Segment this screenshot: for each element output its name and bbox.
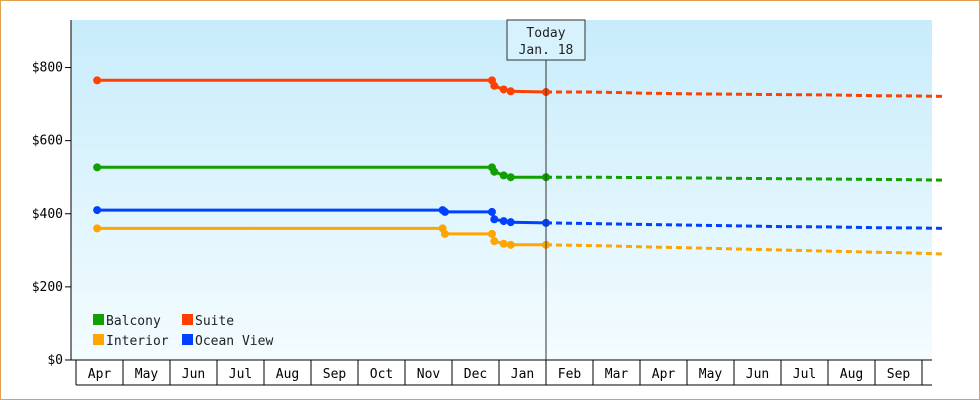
y-tick-label: $600	[32, 134, 63, 149]
today-label: Today	[526, 26, 565, 41]
x-tick-label: Aug	[276, 367, 299, 382]
today-box	[506, 19, 586, 61]
legend-label-suite: Suite	[195, 314, 234, 329]
ocean-view-point	[487, 207, 496, 216]
x-axis: Apr May Jun Jul Aug Sep Oct Nov Dec Jan Feb Mar Apr M…	[71, 359, 932, 386]
ocean-view-forecast-line	[545, 221, 944, 230]
x-tick-label: Oct	[370, 367, 393, 382]
x-tick-label: Sep	[887, 367, 911, 382]
balcony-point	[499, 171, 508, 180]
legend-swatch-interior	[93, 334, 104, 345]
interior-point	[487, 229, 496, 238]
x-tick-label: Aug	[840, 367, 863, 382]
x-tick-label: Feb	[558, 367, 582, 382]
ocean-view-point	[499, 217, 508, 226]
interior-point	[93, 224, 102, 233]
balcony-forecast-line	[546, 175, 944, 182]
today-date: Jan. 18	[519, 43, 574, 58]
suite-point	[506, 87, 515, 96]
x-tick-label: Sep	[323, 367, 347, 382]
balcony-point	[490, 167, 499, 176]
legend-label-balcony: Balcony	[106, 314, 161, 329]
x-tick-label: May	[699, 367, 723, 382]
y-tick-label: $800	[32, 61, 63, 76]
interior-point	[440, 229, 449, 238]
suite-point	[93, 76, 102, 85]
interior-point	[499, 239, 508, 248]
ocean-view-point	[506, 218, 515, 227]
x-tick-label: Mar	[605, 367, 629, 382]
ocean-view-point	[440, 207, 449, 216]
ocean-view-point	[490, 215, 499, 224]
y-tick-label: $200	[32, 280, 63, 295]
suite-series-line	[97, 78, 547, 94]
interior-point	[490, 237, 499, 246]
interior-point	[506, 240, 515, 249]
balcony-point	[93, 163, 102, 172]
ocean-view-point	[93, 206, 102, 215]
x-tick-label: Jul	[229, 367, 252, 382]
today-marker: Today Jan. 18	[506, 19, 586, 360]
x-tick-label: Dec	[464, 367, 487, 382]
y-axis: $0 $200 $400 $600 $800	[32, 20, 72, 368]
x-tick-label: Nov	[417, 367, 441, 382]
interior-forecast-line	[545, 243, 944, 256]
y-tick-label: $400	[32, 207, 63, 222]
legend-label-interior: Interior	[106, 334, 169, 349]
suite-point	[490, 81, 499, 90]
x-tick-label: Jan	[511, 367, 534, 382]
legend-swatch-suite	[182, 314, 193, 325]
x-tick-label: Apr	[652, 367, 676, 382]
legend: Balcony Suite Interior Ocean View	[93, 314, 273, 349]
legend-swatch-ocean-view	[182, 334, 193, 345]
suite-forecast-line	[546, 90, 944, 98]
balcony-point	[506, 173, 515, 182]
x-tick-label: Jun	[746, 367, 769, 382]
x-tick-label: Apr	[88, 367, 112, 382]
legend-label-ocean-view: Ocean View	[195, 334, 273, 349]
series-layer	[93, 76, 944, 256]
legend-swatch-balcony	[93, 314, 104, 325]
x-tick-label: Jun	[182, 367, 205, 382]
x-tick-label: Jul	[793, 367, 816, 382]
y-tick-label: $0	[47, 353, 63, 368]
plot-area	[71, 20, 932, 360]
x-tick-label: May	[135, 367, 159, 382]
suite-point	[499, 85, 508, 94]
balcony-series-line	[97, 165, 546, 179]
